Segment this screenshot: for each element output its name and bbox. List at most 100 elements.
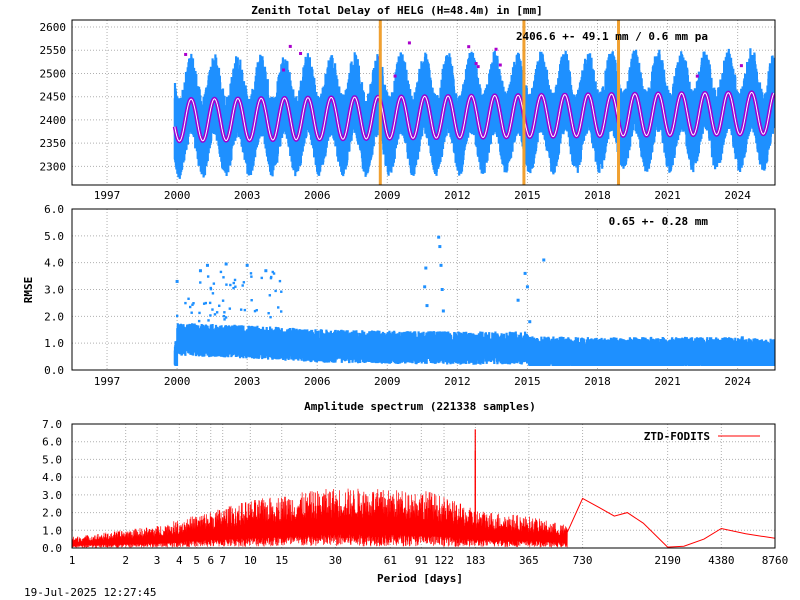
ztd-outlier-point xyxy=(299,52,303,56)
ztd-outlier-point xyxy=(476,65,480,69)
rmse-xtick-label: 2015 xyxy=(514,375,541,388)
ztd-ytick-label: 2550 xyxy=(40,44,67,57)
rmse-spike-point xyxy=(441,309,445,313)
rmse-sparse-point xyxy=(232,286,235,290)
ztd-panel: 1997 2000 2003 2006 2009 2012 2015 2018 2021 2024… xyxy=(40,19,776,202)
spectrum-xtick-label: 10 xyxy=(244,554,257,567)
rmse-ytick-label: 0.0 xyxy=(44,364,64,377)
spectrum-ytick-label: 4.0 xyxy=(42,471,62,484)
rmse-sparse-point xyxy=(269,315,272,319)
ztd-frame xyxy=(71,19,776,186)
spectrum-xtick-label: 2190 xyxy=(654,554,681,567)
ztd-ytick-label: 2500 xyxy=(40,67,67,80)
rmse-spike-point xyxy=(175,279,179,283)
rmse-xtick-label: 2021 xyxy=(654,375,681,388)
rmse-sparse-point xyxy=(213,313,217,316)
rmse-sparse-point xyxy=(211,308,214,311)
spectrum-ytick-label: 1.0 xyxy=(42,524,62,537)
rmse-xtick-label: 2000 xyxy=(164,375,191,388)
rmse-sparse-point xyxy=(206,275,210,278)
rmse-sparse-point xyxy=(260,276,263,280)
rmse-sparse-point xyxy=(219,270,223,274)
rmse-spike-point xyxy=(425,304,429,308)
spectrum-ytick-label: 7.0 xyxy=(42,418,62,431)
rmse-sparse-point xyxy=(249,272,253,275)
rmse-observations xyxy=(173,323,775,366)
ztd-xtick-label: 2000 xyxy=(164,189,191,202)
rmse-sparse-point xyxy=(277,306,280,309)
rmse-sparse-point xyxy=(197,319,201,323)
rmse-sparse-point xyxy=(215,311,219,314)
ztd-xtick-label: 2009 xyxy=(374,189,401,202)
rmse-spike-point xyxy=(198,269,202,273)
spectrum-xlabel: Period [days] xyxy=(377,572,463,585)
rmse-spike-point xyxy=(205,263,209,267)
rmse-sparse-point xyxy=(225,283,228,286)
rmse-sparse-point xyxy=(188,305,192,309)
rmse-sparse-point xyxy=(272,272,276,275)
spectrum-xtick-label: 3 xyxy=(154,554,161,567)
ztd-outlier-point xyxy=(288,44,292,48)
rmse-spike-point xyxy=(523,271,527,275)
rmse-ticks: 1997 2000 2003 2006 2009 2012 2015 2018 2021 2024… xyxy=(44,203,751,388)
ztd-title: Zenith Total Delay of HELG (H=48.4m) in … xyxy=(251,4,542,17)
spectrum-xtick-label: 15 xyxy=(275,554,288,567)
timestamp: 19-Jul-2025 12:27:45 xyxy=(24,586,156,599)
rmse-scatter xyxy=(173,235,775,366)
rmse-ytick-label: 4.0 xyxy=(44,257,64,270)
rmse-ylabel: RMSE xyxy=(22,277,35,304)
ztd-outlier-point xyxy=(393,74,397,78)
rmse-sparse-point xyxy=(233,278,237,282)
spectrum-ytick-label: 6.0 xyxy=(42,436,62,449)
spectrum-legend-label: ZTD-FODITS xyxy=(644,430,710,443)
spectrum-ticks: 1 2 3 4 5 6 7 10 15 30 61 91 122 183 365 730 2190 4380 876… xyxy=(42,418,788,567)
rmse-sparse-point xyxy=(198,311,201,315)
spectrum-ytick-label: 2.0 xyxy=(42,507,62,520)
spectrum-xtick-label: 6 xyxy=(207,554,214,567)
spectrum-panel: 1 2 3 4 5 6 7 10 15 30 61 91 122 183 365 730 2190 4380 876… xyxy=(42,418,788,585)
spectrum-longperiod-line xyxy=(566,497,776,548)
spectrum-frame xyxy=(71,423,776,549)
rmse-sparse-point xyxy=(222,314,226,318)
rmse-ytick-label: 5.0 xyxy=(44,230,64,243)
rmse-sparse-point xyxy=(278,279,282,283)
spectrum-dense-line xyxy=(71,488,568,548)
spectrum-xtick-label: 183 xyxy=(465,554,485,567)
ztd-xtick-label: 2021 xyxy=(654,189,681,202)
rmse-sparse-point xyxy=(191,303,194,306)
ztd-ticks: 1997 2000 2003 2006 2009 2012 2015 2018 2021 2024… xyxy=(40,21,752,202)
ztd-outlier-point xyxy=(282,68,286,72)
rmse-sparse-point xyxy=(207,319,210,322)
rmse-sparse-point xyxy=(232,281,235,285)
ztd-outlier-point xyxy=(184,52,188,56)
rmse-xtick-label: 2024 xyxy=(724,375,751,388)
spectrum-title: Amplitude spectrum (221338 samples) xyxy=(304,400,536,413)
ztd-ytick-label: 2300 xyxy=(40,160,67,173)
rmse-sparse-point xyxy=(224,316,228,319)
spectrum-xtick-label: 365 xyxy=(519,554,539,567)
rmse-spike-point xyxy=(439,263,443,267)
rmse-spike-point xyxy=(440,288,444,291)
rmse-sparse-point xyxy=(218,304,221,307)
rmse-spike-point xyxy=(516,298,520,302)
rmse-sparse-point xyxy=(184,301,187,305)
spectrum-xtick-label: 4 xyxy=(176,554,183,567)
rmse-sparse-point xyxy=(199,281,202,284)
spectrum-xtick-label: 2 xyxy=(122,554,129,567)
rmse-sparse-point xyxy=(190,311,193,314)
rmse-sparse-point xyxy=(271,270,274,274)
ztd-outlier-point xyxy=(407,41,411,45)
ztd-xtick-label: 2024 xyxy=(724,189,751,202)
ztd-annotation: 2406.6 +- 49.1 mm / 0.6 mm pa xyxy=(516,30,708,43)
rmse-sparse-point xyxy=(187,297,190,300)
rmse-xtick-label: 2009 xyxy=(374,375,401,388)
spectrum-xtick-label: 4380 xyxy=(708,554,735,567)
rmse-sparse-point xyxy=(267,311,270,315)
ztd-outlier-point xyxy=(498,63,502,67)
spectrum-xtick-label: 5 xyxy=(193,554,200,567)
rmse-spike-point xyxy=(528,320,532,324)
rmse-ytick-label: 6.0 xyxy=(44,203,64,216)
rmse-spike-point xyxy=(542,258,546,262)
rmse-sparse-point xyxy=(280,290,283,293)
